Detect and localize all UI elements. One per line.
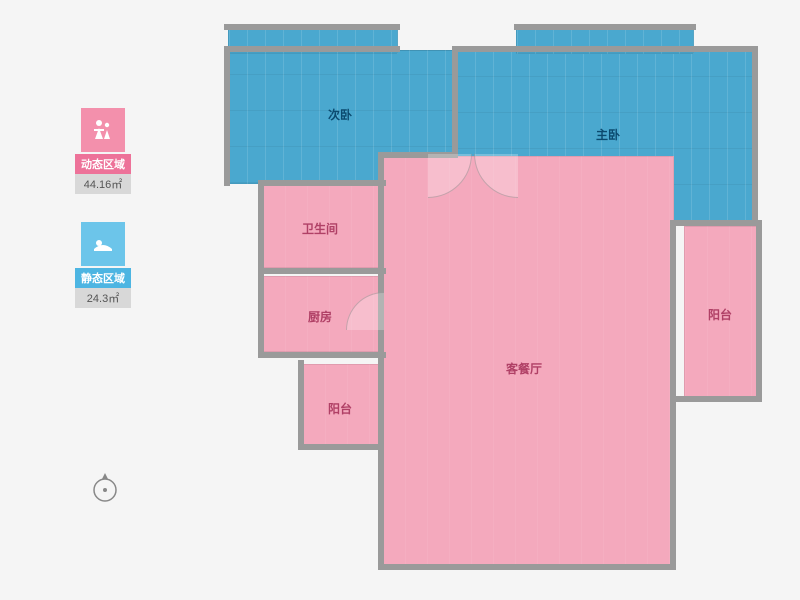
wall-6	[752, 46, 758, 224]
room-balcony-right	[684, 226, 760, 398]
wall-9	[258, 268, 386, 274]
wall-8	[258, 180, 386, 186]
wall-3	[514, 24, 696, 30]
room-bathroom	[262, 184, 382, 268]
legend-static: 静态区域 24.3㎡	[75, 222, 131, 308]
wall-4	[452, 46, 458, 158]
people-icon	[81, 108, 125, 152]
wall-17	[676, 220, 762, 226]
wall-11	[258, 352, 386, 358]
compass-icon	[90, 470, 120, 509]
floorplan: 次卧主卧卫生间厨房阳台客餐厅阳台	[218, 28, 764, 572]
legend-panel: 动态区域 44.16㎡ 静态区域 24.3㎡	[75, 108, 131, 336]
wall-15	[378, 564, 676, 570]
legend-dynamic-label: 动态区域	[75, 154, 131, 174]
wall-19	[676, 396, 762, 402]
legend-dynamic: 动态区域 44.16㎡	[75, 108, 131, 194]
wall-1	[224, 46, 400, 52]
wall-16	[670, 220, 676, 566]
legend-static-value: 24.3㎡	[75, 288, 131, 308]
wall-14	[298, 444, 384, 450]
room-balcony-left	[302, 364, 382, 446]
wall-18	[756, 220, 762, 402]
wall-12	[378, 152, 384, 568]
legend-static-label: 静态区域	[75, 268, 131, 288]
wall-10	[258, 272, 264, 356]
wall-2	[224, 24, 400, 30]
room-living-dining	[382, 156, 674, 566]
wall-5	[452, 46, 758, 52]
wall-7	[258, 180, 264, 272]
legend-dynamic-value: 44.16㎡	[75, 174, 131, 194]
wall-13	[298, 360, 304, 448]
sleep-icon	[81, 222, 125, 266]
wall-0	[224, 46, 230, 186]
